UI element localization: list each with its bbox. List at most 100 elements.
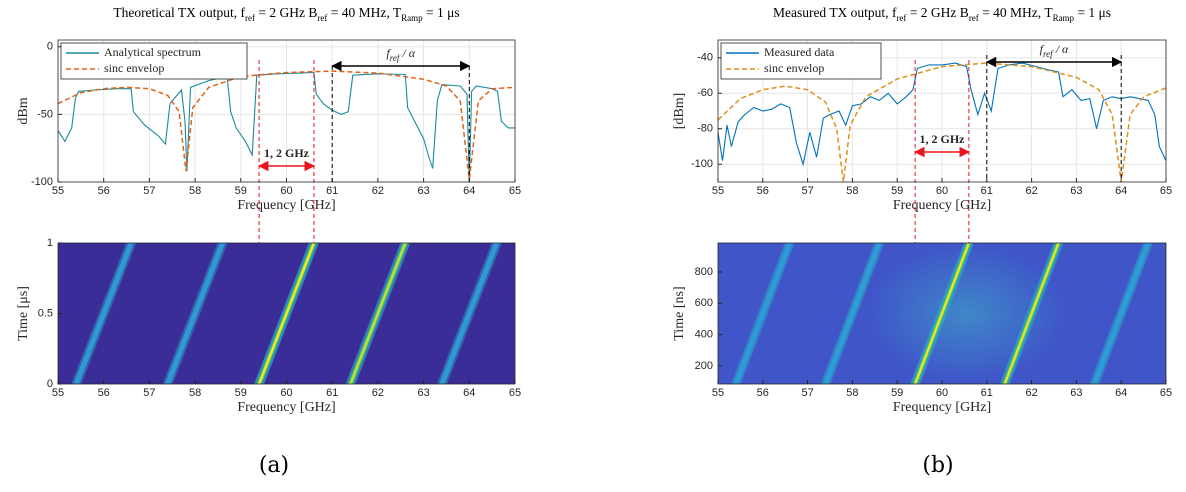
chart-title-part: T (1044, 5, 1053, 20)
y-tick-label: -60 (697, 87, 713, 99)
panel-label: (b) (922, 453, 953, 478)
x-tick-label: 58 (189, 185, 201, 197)
x-tick-label: 59 (235, 387, 247, 399)
chart-title-part: ref (317, 13, 327, 23)
x-tick-label: 60 (936, 387, 948, 399)
chart-title-part: ref (245, 13, 255, 23)
stripe-mid (1091, 243, 1151, 384)
chart-title-part: Measured TX output, (773, 5, 892, 20)
x-tick-label: 55 (52, 185, 64, 197)
chart-title-part: T (393, 5, 402, 20)
annotation-label: 1, 2 GHz (920, 132, 966, 146)
x-tick-label: 64 (1115, 387, 1127, 399)
chart-title-part: Ramp (1053, 13, 1075, 23)
stripe-mid (733, 243, 793, 384)
y-tick-label: -100 (691, 158, 713, 170)
axes-frame (717, 242, 1167, 385)
annotation-label-part: f (1040, 42, 1045, 56)
x-tick-label: 56 (98, 387, 110, 399)
x-axis-label: Frequency [GHz] (893, 400, 991, 415)
x-tick-label: 56 (757, 387, 769, 399)
chart-title-part: = 2 GHz (906, 5, 959, 20)
x-tick-label: 58 (846, 185, 858, 197)
chart-title: Measured TX output, fref = 2 GHz Bref = … (773, 5, 1111, 23)
x-axis-label: Frequency [GHz] (893, 198, 991, 213)
y-tick-label: 600 (695, 297, 713, 309)
x-tick-label: 62 (1025, 185, 1037, 197)
axes: 55 56 57 58 59 60 61 62 63 64 65 0 0.5 1 (38, 237, 521, 399)
annotation-label-part: ref (390, 53, 401, 63)
legend: Measured data sinc envelop (720, 42, 882, 80)
x-tick-label: 55 (712, 185, 724, 197)
x-tick-label: 62 (372, 185, 384, 197)
legend-label: Analytical spectrum (104, 45, 202, 59)
chart-title-part: = 40 MHz, (327, 5, 393, 20)
x-tick-label: 65 (1160, 185, 1172, 197)
legend: Analytical spectrum sinc envelop (60, 42, 248, 80)
x-tick-label: 57 (801, 185, 813, 197)
x-tick-label: 60 (280, 387, 292, 399)
x-tick-label: 61 (981, 387, 993, 399)
stripe-mid (439, 243, 500, 384)
stripe-core (349, 243, 407, 384)
chart-title-part: Ramp (401, 13, 423, 23)
x-tick-label: 55 (712, 387, 724, 399)
x-tick-label: 57 (143, 185, 155, 197)
x-tick-label: 57 (143, 387, 155, 399)
annotation-label-part: f (386, 46, 391, 60)
chart-title-part: ref (969, 13, 979, 23)
chart-title-part: = 1 μs (423, 5, 460, 20)
x-tick-label: 63 (1070, 185, 1082, 197)
x-tick-label: 61 (981, 185, 993, 197)
stripe-core (913, 243, 971, 384)
chart-title-part: Theoretical TX output, (113, 5, 240, 20)
y-tick-label: 0.5 (38, 307, 53, 319)
y-tick-label: -50 (37, 108, 53, 120)
y-tick-label: -100 (31, 176, 53, 188)
x-tick-label: 55 (52, 387, 64, 399)
x-tick-label: 60 (936, 185, 948, 197)
y-tick-label: 200 (695, 360, 713, 372)
x-axis-label: Frequency [GHz] (237, 198, 335, 213)
y-axis-label: dBm (16, 97, 31, 124)
x-tick-label: 62 (1025, 387, 1037, 399)
annotation-label-part: ref (1043, 49, 1054, 59)
y-tick-label: 800 (695, 266, 713, 278)
legend-box (60, 42, 248, 80)
x-tick-label: 58 (189, 387, 201, 399)
axes: 55 56 57 58 59 60 61 62 63 64 65 -100 -80 -60 -40 (691, 40, 1172, 197)
series-line (718, 62, 1166, 182)
x-tick-label: 65 (1160, 387, 1172, 399)
y-tick-label: -40 (697, 52, 713, 64)
axes: 55 56 57 58 59 60 61 62 63 64 65 200 400 600 800 (695, 243, 1172, 399)
chart-title-part: f (892, 5, 897, 20)
legend-label: sinc envelop (104, 61, 164, 75)
stripe-mid (822, 243, 882, 384)
axes-frame (57, 39, 516, 183)
noise-glow (865, 243, 1068, 384)
legend-box (720, 42, 882, 80)
x-tick-label: 58 (846, 387, 858, 399)
y-tick-label: 1 (47, 237, 53, 249)
stripe-core (257, 243, 316, 384)
y-tick-label: -80 (697, 123, 713, 135)
x-tick-label: 62 (372, 387, 384, 399)
x-tick-label: 60 (280, 185, 292, 197)
x-tick-label: 57 (801, 387, 813, 399)
x-tick-label: 59 (891, 387, 903, 399)
stripe-core (1003, 243, 1060, 384)
x-tick-label: 61 (326, 185, 338, 197)
annotation-label-part: 1, 2 GHz (264, 146, 310, 160)
legend-label: Measured data (764, 45, 835, 59)
y-tick-label: 0 (47, 378, 53, 390)
x-tick-label: 56 (757, 185, 769, 197)
series-line (58, 71, 515, 182)
chart-title-part: ref (896, 13, 906, 23)
stripe-mid (164, 243, 226, 384)
chart-title-part: B (960, 5, 969, 20)
x-tick-label: 65 (509, 185, 521, 197)
annotation-label-part: / α (1053, 42, 1069, 56)
annotation-label: 1, 2 GHz (264, 146, 310, 160)
x-tick-label: 63 (1070, 387, 1082, 399)
